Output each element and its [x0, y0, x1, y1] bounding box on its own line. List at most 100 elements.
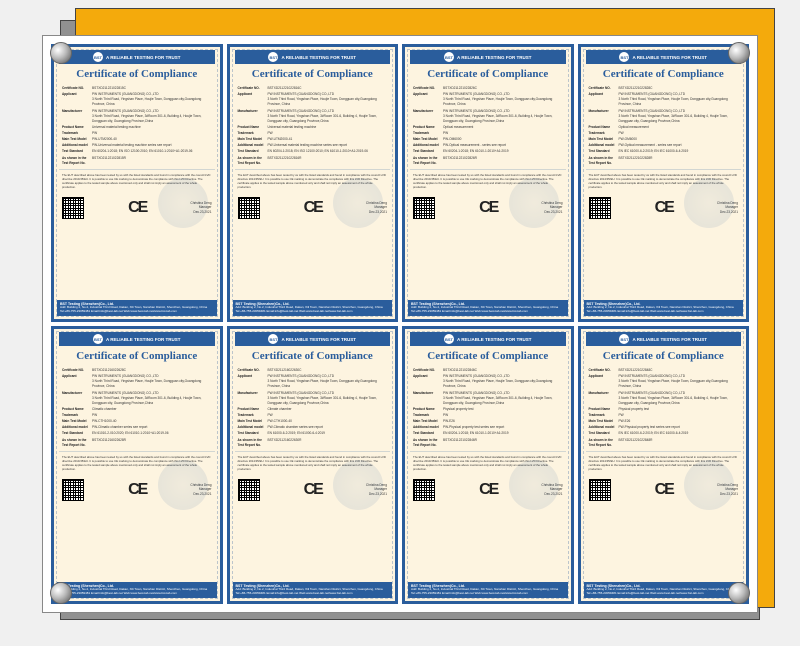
certificate-disclaimer: The EUT described above has been tested … — [235, 451, 391, 475]
field-label: Certificate NO. — [238, 86, 268, 91]
field-label: Main Test Model — [238, 419, 268, 424]
field-label: As shown in the Test Report No. — [589, 156, 619, 166]
field-label: Manufacturer — [238, 391, 268, 406]
certificate-card: BST A RELIABLE TESTING FOR TRUST Certifi… — [402, 326, 574, 604]
certificate-fields: Certificate NO.BSTXD211221022828C Applic… — [586, 86, 742, 166]
footer-contact: Tel:+86-755-23059481 Email:info@best-lab… — [60, 592, 214, 596]
model-value: PW-OM6000 — [619, 137, 739, 142]
cert-no-value: BSTXD211221022848C — [619, 368, 739, 373]
field-label: Test Standard — [413, 149, 443, 154]
model-value: PW-E26 — [443, 419, 563, 424]
field-label: Trademark — [413, 413, 443, 418]
field-label: Product Name — [589, 407, 619, 412]
manufacturer-value: PW INSTRUMENTS (GUANGDONG) CO.,LTD3 Nort… — [268, 109, 388, 124]
addl-model-value: PW-Climatic chamber series see report — [268, 425, 388, 430]
trademark-value: PW — [268, 413, 388, 418]
ce-mark: CE — [128, 199, 146, 217]
certificate-disclaimer: The EUT described above has been tested … — [586, 169, 742, 193]
product-value: Physical property test — [443, 407, 563, 412]
certificate-fields: Certificate NO.BSTXD211216022628C Applic… — [59, 368, 215, 448]
field-label: Manufacturer — [238, 109, 268, 124]
model-value: PW-UTM2000-40 — [92, 137, 212, 142]
field-label: Additional model — [413, 425, 443, 430]
banner-text: A RELIABLE TESTING FOR TRUST — [632, 337, 707, 342]
field-label: Additional model — [589, 143, 619, 148]
field-label: Trademark — [413, 131, 443, 136]
model-value: PW-OM6000 — [443, 137, 563, 142]
field-label: Main Test Model — [238, 137, 268, 142]
applicant-value: PW INSTRUMENTS (GUANGDONG) CO.,LTD3 Nort… — [619, 92, 739, 107]
footer-bar: BST Testing (Shenzhen)Co., Ltd. Add: Bui… — [584, 300, 744, 316]
applicant-value: PW INSTRUMENTS (GUANGDONG) CO.,LTD3 Nort… — [92, 374, 212, 389]
banner-text: A RELIABLE TESTING FOR TRUST — [106, 55, 181, 60]
field-label: Main Test Model — [413, 137, 443, 142]
field-label: Additional model — [62, 425, 92, 430]
qr-code-icon — [62, 479, 84, 501]
field-label: Applicant — [413, 92, 443, 107]
field-label: Main Test Model — [62, 419, 92, 424]
standard-value: EN 60204-1:2018; EN 61010-1:2010+A1:2019 — [443, 149, 563, 154]
banner-text: A RELIABLE TESTING FOR TRUST — [106, 337, 181, 342]
corner-screw — [728, 582, 750, 604]
field-label: Test Standard — [238, 149, 268, 154]
field-label: Certificate NO. — [413, 368, 443, 373]
field-label: Applicant — [62, 374, 92, 389]
field-label: Manufacturer — [62, 109, 92, 124]
standard-value: EN 60204-1:2018; EN ISO 12100:2010; EN 6… — [92, 149, 212, 154]
footer-contact: Tel:+86-755-23059481 Email:info@best-lab… — [587, 310, 741, 314]
certificate-fields: Certificate NO.BSTXD211221022826C Applic… — [410, 86, 566, 166]
cert-no-value: BSTXD211216022628C — [92, 368, 212, 373]
bst-banner: BST A RELIABLE TESTING FOR TRUST — [586, 50, 742, 64]
field-label: Main Test Model — [413, 419, 443, 424]
ce-mark: CE — [479, 199, 497, 217]
field-label: Certificate NO. — [62, 86, 92, 91]
field-label: Trademark — [62, 413, 92, 418]
field-label: Additional model — [589, 425, 619, 430]
certificate-disclaimer: The EUT described above has been tested … — [410, 169, 566, 193]
field-label: Additional model — [238, 143, 268, 148]
bst-banner: BST A RELIABLE TESTING FOR TRUST — [235, 50, 391, 64]
certificate-card: BST A RELIABLE TESTING FOR TRUST Certifi… — [51, 44, 223, 322]
model-value: PW-UTM2000-41 — [268, 137, 388, 142]
report-value: BSTXD211216022628R — [92, 438, 212, 448]
product-value: Optical measurement — [619, 125, 739, 130]
certificate-title: Certificate of Compliance — [59, 350, 215, 362]
report-value: BSTXD211216022630R — [268, 438, 388, 448]
certificate-card: BST A RELIABLE TESTING FOR TRUST Certifi… — [578, 326, 750, 604]
footer-bar: BST Testing (Shenzhen)Co., Ltd. Add: Bui… — [233, 300, 393, 316]
field-label: Certificate NO. — [589, 86, 619, 91]
field-label: Trademark — [238, 131, 268, 136]
field-label: Certificate NO. — [589, 368, 619, 373]
footer-bar: BST Testing (Shenzhen)Co., Ltd. Add: Bui… — [408, 582, 568, 598]
manufacturer-value: PW INSTRUMENTS (GUANGDONG) CO.,LTD3 Nort… — [619, 109, 739, 124]
field-label: Test Standard — [62, 431, 92, 436]
footer-bar: BST Testing (Shenzhen)Co., Ltd. Add: Bui… — [233, 582, 393, 598]
qr-code-icon — [589, 479, 611, 501]
certificate-title: Certificate of Compliance — [410, 350, 566, 362]
certificate-bottom: CE Christina Deng Manager Dec.23,2021 — [235, 195, 391, 221]
certificate-fields: Certificate NO.BSTXD211221022848C Applic… — [586, 368, 742, 448]
report-value: BSTXD211221022826R — [443, 156, 563, 166]
applicant-value: PW INSTRUMENTS (GUANGDONG) CO.,LTD3 Nort… — [268, 92, 388, 107]
standard-value: EN 60204-1:2018; EN 61010-1:2010+A1:2019 — [443, 431, 563, 436]
certificate-title: Certificate of Compliance — [235, 350, 391, 362]
footer-bar: BST Testing (Shenzhen)Co., Ltd. Add: Bui… — [584, 582, 744, 598]
field-label: Certificate NO. — [413, 86, 443, 91]
corner-screw — [50, 582, 72, 604]
field-label: Product Name — [238, 125, 268, 130]
sig-date: Dec.23,2021 — [717, 210, 738, 214]
addl-model-value: PW-Physical property test series see rep… — [619, 425, 739, 430]
product-value: Universal material testing machine — [268, 125, 388, 130]
trademark-value: PW — [92, 413, 212, 418]
ce-mark: CE — [304, 481, 322, 499]
field-label: Test Standard — [589, 149, 619, 154]
qr-code-icon — [238, 197, 260, 219]
bst-logo-icon: BST — [268, 52, 278, 62]
addl-model-value: PW-Optical measurement - series see repo… — [443, 143, 563, 148]
certificate-disclaimer: The EUT described above has been tested … — [59, 451, 215, 475]
certificate-card: BST A RELIABLE TESTING FOR TRUST Certifi… — [578, 44, 750, 322]
field-label: As shown in the Test Report No. — [413, 156, 443, 166]
addl-model-value: PW-Physical property test series see rep… — [443, 425, 563, 430]
footer-contact: Tel:+86-755-23059481 Email:info@best-lab… — [411, 310, 565, 314]
manufacturer-value: PW INSTRUMENTS (GUANGDONG) CO.,LTD3 Nort… — [92, 391, 212, 406]
